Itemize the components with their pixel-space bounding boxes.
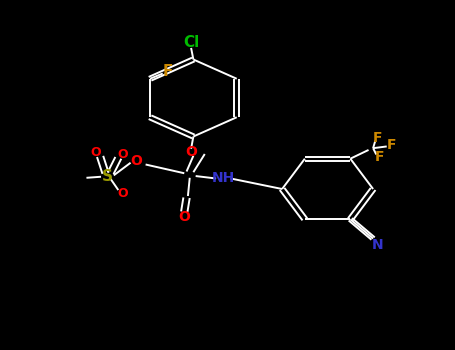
Text: F: F (162, 64, 172, 79)
Text: F: F (373, 131, 382, 145)
Text: F: F (387, 138, 396, 152)
Text: N: N (372, 238, 384, 252)
Text: O: O (185, 145, 197, 159)
Text: O: O (178, 210, 190, 224)
Text: O: O (117, 148, 128, 161)
Text: O: O (131, 154, 142, 168)
Text: Cl: Cl (183, 35, 199, 50)
Text: NH: NH (211, 172, 235, 186)
Text: O: O (117, 187, 128, 200)
Text: O: O (90, 146, 101, 160)
Text: S: S (101, 169, 112, 183)
Text: F: F (375, 150, 384, 164)
